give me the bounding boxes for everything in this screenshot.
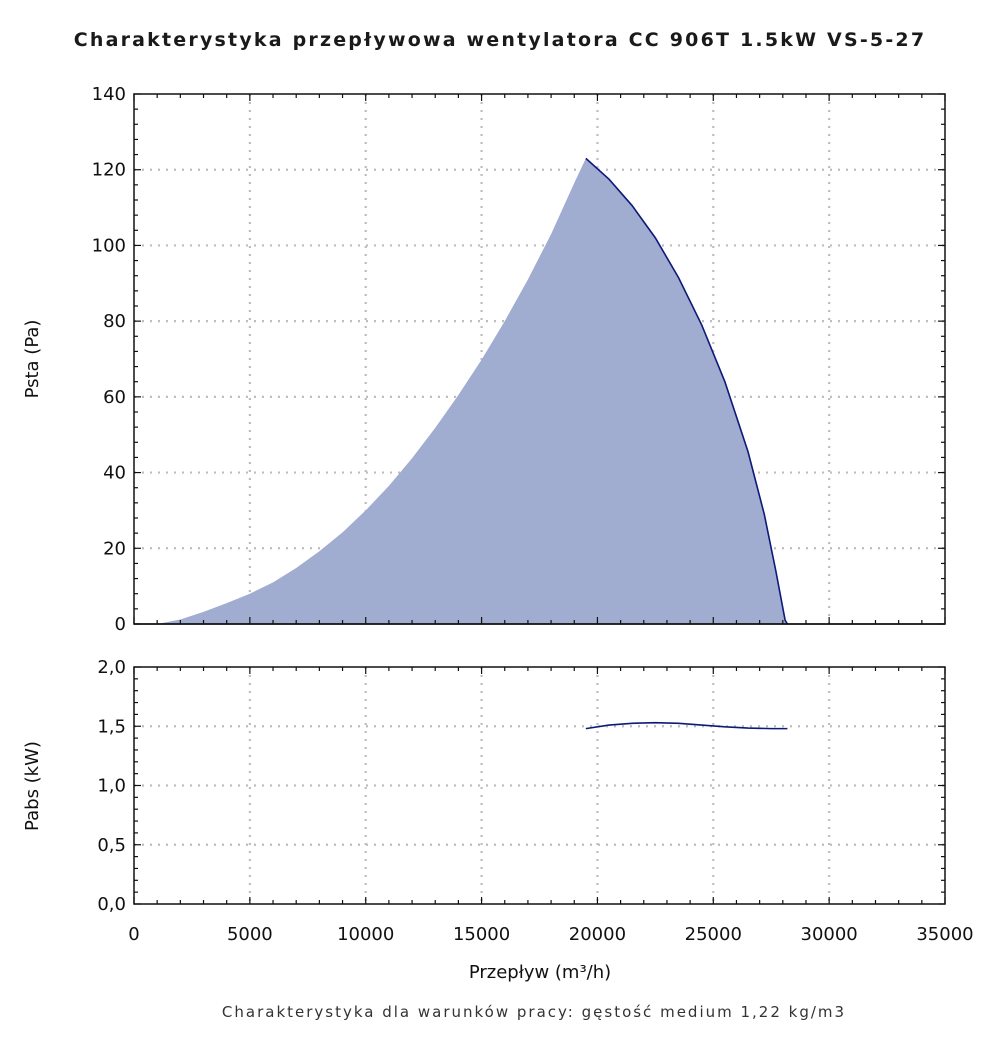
- power-plot-frame: [133, 666, 946, 905]
- pressure-plot: 0 20 40 60 80 100 120 140 Psta (Pa): [22, 84, 946, 635]
- pressure-plot-frame: [133, 93, 946, 625]
- y-tick-label: 1,0: [97, 776, 126, 797]
- pressure-area-fill: [134, 158, 788, 625]
- y-tick-label: 140: [92, 84, 126, 105]
- y-tick-label: 100: [92, 235, 126, 256]
- power-plot: 0,0 0,5 1,0 1,5 2,0 0 5000 10000 15000 20000 2500…: [22, 657, 974, 983]
- pressure-curve: [585, 157, 789, 625]
- flow-xlabel: Przepływ (m³/h): [469, 962, 611, 983]
- y-tick-label: 0,0: [97, 894, 126, 915]
- x-tick-label: 35000: [916, 924, 973, 945]
- y-tick-label: 60: [103, 387, 126, 408]
- y-tick-label: 120: [92, 160, 126, 181]
- y-tick-label: 0: [115, 614, 126, 635]
- y-tick-label: 1,5: [97, 716, 126, 737]
- x-tick-label: 20000: [569, 924, 626, 945]
- pressure-ylabel: Psta (Pa): [22, 320, 43, 399]
- power-curve: [585, 721, 788, 730]
- y-tick-label: 80: [103, 311, 126, 332]
- x-tick-label: 30000: [801, 924, 858, 945]
- footnote: Charakterystyka dla warunków pracy: gęst…: [222, 1003, 846, 1021]
- x-tick-label: 15000: [453, 924, 510, 945]
- y-tick-label: 2,0: [97, 657, 126, 678]
- power-ytick-labels: 0,0 0,5 1,0 1,5 2,0: [97, 657, 126, 915]
- y-tick-label: 0,5: [97, 835, 126, 856]
- power-plot-background: [134, 667, 945, 904]
- power-ylabel: Pabs (kW): [22, 741, 43, 831]
- x-tick-label: 0: [128, 924, 139, 945]
- x-tick-label: 10000: [337, 924, 394, 945]
- x-tick-label: 5000: [227, 924, 273, 945]
- y-tick-label: 40: [103, 463, 126, 484]
- y-tick-label: 20: [103, 538, 126, 559]
- pressure-ytick-labels: 0 20 40 60 80 100 120 140: [92, 84, 126, 635]
- x-tick-label: 25000: [685, 924, 742, 945]
- flow-xtick-labels: 0 5000 10000 15000 20000 25000 30000 35000: [128, 924, 973, 945]
- chart-title: Charakterystyka przepływowa wentylatora …: [74, 29, 927, 51]
